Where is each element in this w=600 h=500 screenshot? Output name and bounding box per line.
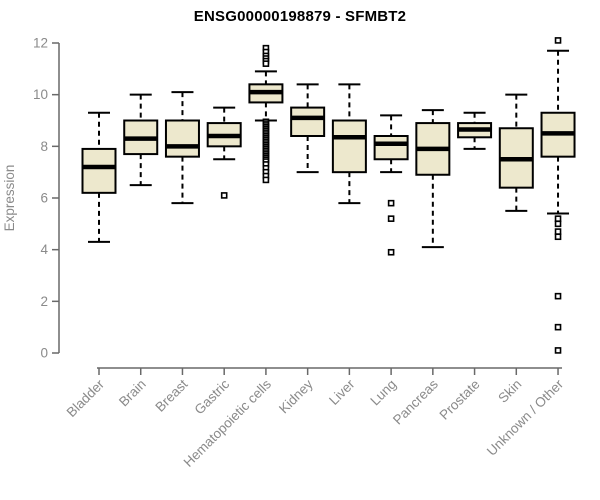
box-kidney: [290, 106, 326, 138]
outlier-unknown-other: [554, 347, 562, 354]
box-bladder: [81, 147, 117, 194]
y-axis-title: Expression: [2, 165, 17, 232]
chart-title: ENSG00000198879 - SFMBT2: [193, 8, 407, 25]
y-tick-label: 12: [33, 36, 48, 51]
outlier-unknown-other: [554, 220, 562, 228]
y-tick-label: 4: [40, 242, 48, 257]
box-lung: [373, 135, 409, 161]
x-tick-label: Prostate: [437, 377, 483, 423]
y-tick-label: 2: [40, 294, 48, 309]
outlier-lung: [387, 199, 395, 207]
x-tick-label: Liver: [326, 376, 358, 408]
x-tick-label: Bladder: [64, 376, 108, 420]
y-tick-label: 8: [40, 139, 48, 154]
x-tick-label: Gastric: [191, 376, 232, 417]
box-breast: [164, 119, 200, 158]
x-tick-label: Pancreas: [390, 376, 441, 427]
x-tick-label: Lung: [367, 377, 399, 409]
outlier-lung: [387, 248, 395, 256]
outlier-unknown-other: [554, 215, 562, 222]
outlier-gastric: [220, 192, 228, 199]
x-tick-label: Skin: [495, 377, 524, 406]
outlier-unknown-other: [554, 323, 562, 331]
x-tick-label: Unknown / Other: [484, 376, 567, 459]
y-tick-label: 10: [33, 87, 48, 102]
outlier-unknown-other: [554, 233, 562, 241]
outlier-unknown-other: [554, 228, 562, 235]
outlier-unknown-other: [554, 37, 562, 44]
y-tick-label: 6: [40, 191, 48, 206]
y-tick-label: 0: [40, 346, 48, 361]
outlier-hematopoietic-cells: [262, 60, 270, 67]
box-liver: [331, 119, 367, 174]
x-tick-label: Brain: [116, 377, 149, 410]
outlier-lung: [387, 215, 395, 222]
outlier-hematopoietic-cells: [262, 176, 270, 184]
x-tick-label: Kidney: [276, 376, 316, 416]
outlier-unknown-other: [554, 292, 562, 300]
x-tick-label: Breast: [152, 376, 190, 414]
